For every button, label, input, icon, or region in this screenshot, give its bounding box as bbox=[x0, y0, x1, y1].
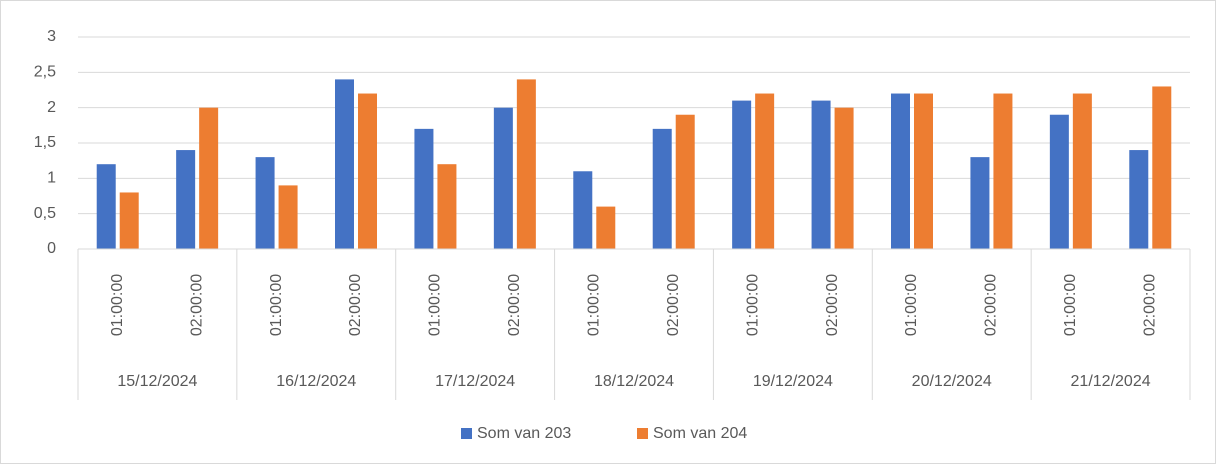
bar bbox=[811, 100, 831, 249]
x-tick-label: 02:00:00 bbox=[1142, 274, 1159, 336]
x-tick-label: 02:00:00 bbox=[824, 274, 841, 336]
x-tick-label: 02:00:00 bbox=[347, 274, 364, 336]
x-tick-label: 02:00:00 bbox=[188, 274, 205, 336]
x-tick-label: 01:00:00 bbox=[586, 274, 603, 336]
bar bbox=[516, 79, 536, 250]
bar bbox=[493, 107, 513, 250]
bar bbox=[199, 107, 219, 250]
bar bbox=[914, 93, 933, 250]
x-tick-label: 02:00:00 bbox=[506, 274, 523, 336]
y-tick-label: 3 bbox=[47, 28, 56, 45]
legend-label: Som van 204 bbox=[653, 425, 747, 442]
bar bbox=[596, 206, 616, 249]
group-label: 20/12/2024 bbox=[912, 373, 992, 390]
group-label: 19/12/2024 bbox=[753, 373, 833, 390]
bar bbox=[573, 171, 593, 249]
bar bbox=[176, 150, 196, 249]
bar bbox=[278, 185, 298, 249]
group-label: 17/12/2024 bbox=[435, 373, 515, 390]
x-tick-label: 01:00:00 bbox=[268, 274, 285, 336]
y-tick-label: 1 bbox=[47, 170, 56, 187]
bar bbox=[437, 164, 457, 249]
bar bbox=[970, 157, 990, 249]
bar bbox=[414, 128, 434, 249]
group-label: 18/12/2024 bbox=[594, 373, 674, 390]
bar bbox=[1129, 150, 1149, 249]
group-label: 21/12/2024 bbox=[1071, 373, 1151, 390]
bar bbox=[96, 164, 116, 249]
x-tick-label: 01:00:00 bbox=[109, 274, 126, 336]
group-label: 15/12/2024 bbox=[117, 373, 197, 390]
legend-label: Som van 203 bbox=[477, 425, 571, 442]
bar bbox=[755, 93, 775, 250]
bar bbox=[119, 192, 139, 249]
x-tick-label: 02:00:00 bbox=[983, 274, 1000, 336]
x-tick-label: 01:00:00 bbox=[1062, 274, 1079, 336]
x-tick-label: 01:00:00 bbox=[744, 274, 761, 336]
group-label: 16/12/2024 bbox=[276, 373, 356, 390]
bar bbox=[675, 114, 695, 249]
bar bbox=[834, 107, 854, 250]
x-tick-label: 01:00:00 bbox=[903, 274, 920, 336]
y-tick-label: 0,5 bbox=[34, 205, 56, 222]
x-tick-label: 02:00:00 bbox=[665, 274, 682, 336]
bar bbox=[652, 128, 672, 249]
bar bbox=[1152, 86, 1172, 249]
bar bbox=[1072, 93, 1092, 250]
legend-swatch bbox=[637, 428, 648, 439]
bar bbox=[358, 93, 377, 250]
bar bbox=[732, 100, 752, 249]
bar bbox=[335, 79, 354, 250]
y-tick-label: 1,5 bbox=[34, 134, 56, 151]
bar bbox=[1049, 114, 1069, 249]
y-tick-label: 0 bbox=[47, 240, 56, 257]
bar bbox=[891, 93, 910, 250]
legend-swatch bbox=[461, 428, 472, 439]
y-tick-label: 2,5 bbox=[34, 64, 56, 81]
bar bbox=[255, 157, 275, 249]
x-tick-label: 01:00:00 bbox=[427, 274, 444, 336]
bar bbox=[993, 93, 1013, 250]
y-tick-label: 2 bbox=[47, 99, 56, 116]
